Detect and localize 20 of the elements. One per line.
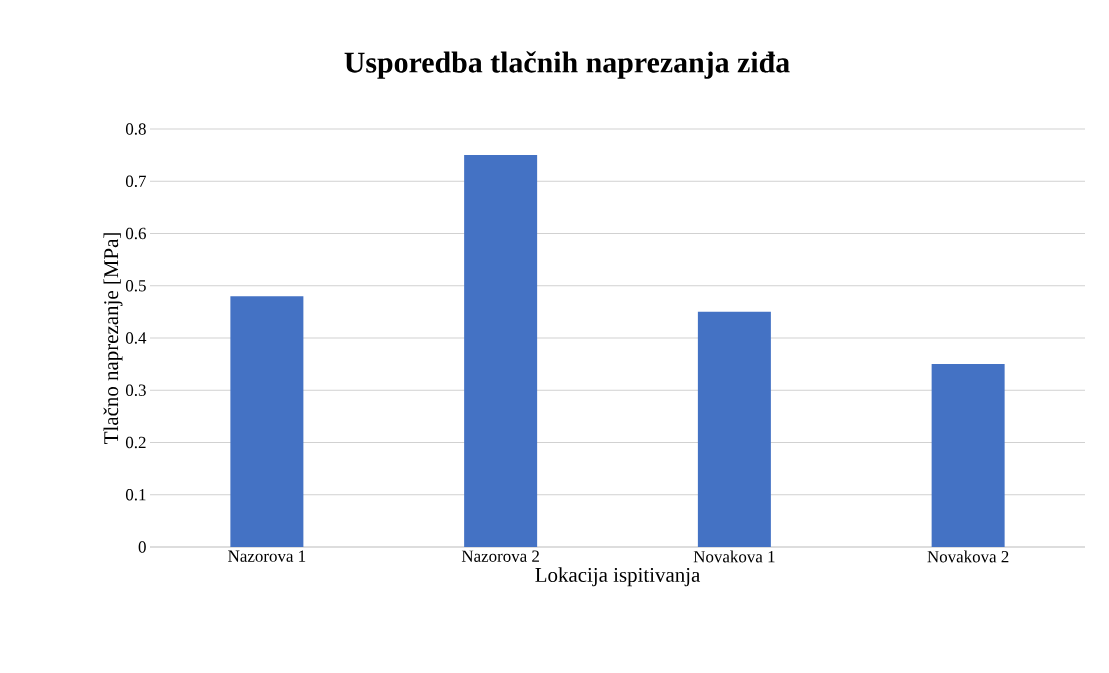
y-tick-label: 0.3 — [125, 384, 146, 396]
x-tick-label: Novakova 2 — [927, 550, 1009, 563]
y-tick-label: 0.4 — [125, 332, 147, 344]
y-tick-label: 0.8 — [125, 123, 146, 135]
bar — [697, 311, 771, 547]
bar — [464, 155, 538, 547]
x-tick-label: Nazorova 2 — [461, 550, 539, 562]
x-tick-label: Novakova 1 — [693, 550, 775, 563]
x-axis-title: Lokacija ispitivanja — [535, 567, 701, 587]
chart-title: Usporedba tlačnih naprezanja ziđa — [344, 51, 790, 79]
y-axis-title: Tlačno naprezanje [MPa] — [103, 233, 123, 444]
bar — [931, 364, 1005, 547]
bar — [230, 296, 304, 547]
y-tick-label: 0.1 — [125, 488, 146, 501]
y-tick-label: 0 — [138, 541, 146, 553]
y-tick-label: 0.6 — [125, 227, 146, 240]
y-tick-label: 0.5 — [125, 279, 146, 292]
x-tick-label: Nazorova 1 — [228, 550, 306, 562]
y-tick-label: 0.7 — [125, 175, 147, 187]
y-tick-label: 0.2 — [125, 436, 146, 449]
